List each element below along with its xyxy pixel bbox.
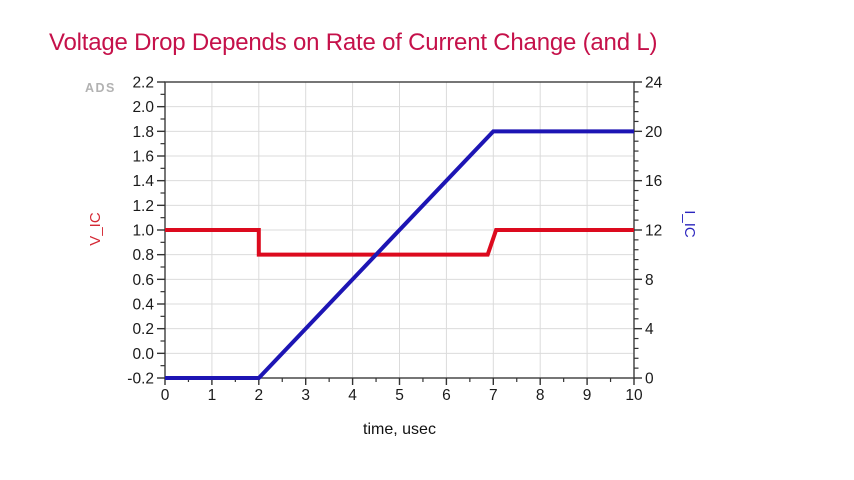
right-axis-tick-label: 4 bbox=[645, 321, 654, 338]
x-axis-tick-label: 0 bbox=[161, 387, 170, 404]
right-axis-title: I_IC bbox=[681, 210, 698, 238]
right-axis-tick-label: 8 bbox=[645, 272, 654, 289]
series-I_IC bbox=[165, 129, 634, 380]
right-axis-tick-label: 20 bbox=[645, 124, 663, 141]
right-axis-tick-label: 0 bbox=[645, 371, 654, 388]
x-axis-tick-label: 9 bbox=[583, 387, 592, 404]
left-axis-tick-label: 2.2 bbox=[132, 75, 154, 92]
left-axis-tick-label: 1.6 bbox=[132, 149, 154, 166]
x-axis-tick-label: 4 bbox=[348, 387, 357, 404]
right-axis-tick-label: 12 bbox=[645, 223, 662, 240]
x-axis-tick-label: 8 bbox=[536, 387, 545, 404]
left-axis-tick-label: 0.8 bbox=[132, 247, 154, 264]
right-axis-tick-label: 16 bbox=[645, 173, 662, 190]
x-axis-tick-label: 5 bbox=[395, 387, 404, 404]
ads-watermark: ADS bbox=[85, 81, 116, 95]
x-axis-tick-label: 1 bbox=[208, 387, 217, 404]
left-axis-tick-label: 0.4 bbox=[132, 297, 154, 314]
x-axis-tick-label: 7 bbox=[489, 387, 498, 404]
x-axis-tick-label: 2 bbox=[254, 387, 263, 404]
x-axis-tick-label: 3 bbox=[301, 387, 310, 404]
left-axis-tick-label: 0.2 bbox=[132, 321, 154, 338]
left-axis-title: V_IC bbox=[87, 212, 104, 246]
left-axis-tick-label: 1.8 bbox=[132, 124, 154, 141]
left-axis-tick-label: 1.2 bbox=[132, 198, 154, 215]
right-axis-tick-label: 24 bbox=[645, 75, 663, 92]
left-axis-tick-label: 1.0 bbox=[132, 223, 154, 240]
x-axis-tick-label: 10 bbox=[625, 387, 643, 404]
x-axis-title: time, usec bbox=[363, 421, 436, 438]
left-axis-tick-label: 2.0 bbox=[132, 99, 154, 116]
chart-title: Voltage Drop Depends on Rate of Current … bbox=[49, 29, 658, 56]
series-V_IC bbox=[165, 228, 634, 257]
left-axis-tick-label: 0.0 bbox=[132, 346, 154, 363]
left-axis-tick-label: 1.4 bbox=[132, 173, 154, 190]
x-axis-tick-label: 6 bbox=[442, 387, 451, 404]
left-axis-tick-label: -0.2 bbox=[127, 371, 154, 388]
left-axis-tick-label: 0.6 bbox=[132, 272, 154, 289]
